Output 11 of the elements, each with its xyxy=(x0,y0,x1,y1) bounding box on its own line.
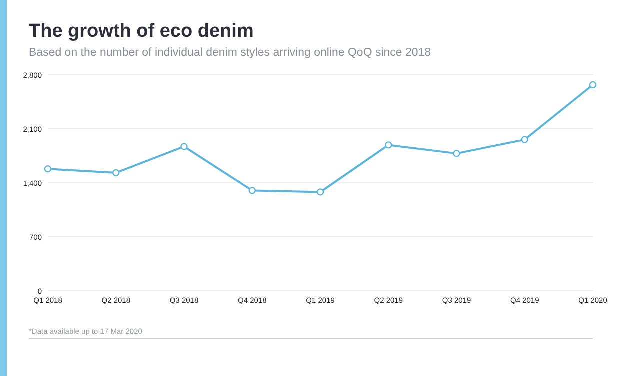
point xyxy=(112,169,120,177)
point xyxy=(44,166,52,173)
point xyxy=(589,81,597,89)
point xyxy=(453,150,460,158)
point xyxy=(248,187,256,194)
point xyxy=(385,142,392,149)
point xyxy=(316,188,324,196)
chart-subtitle: Based on the number of individual denim styles arriving online QoQ since 2018 xyxy=(29,47,432,59)
point xyxy=(180,143,188,150)
point xyxy=(521,136,528,144)
chart-title: The growth of eco denim xyxy=(29,21,254,42)
